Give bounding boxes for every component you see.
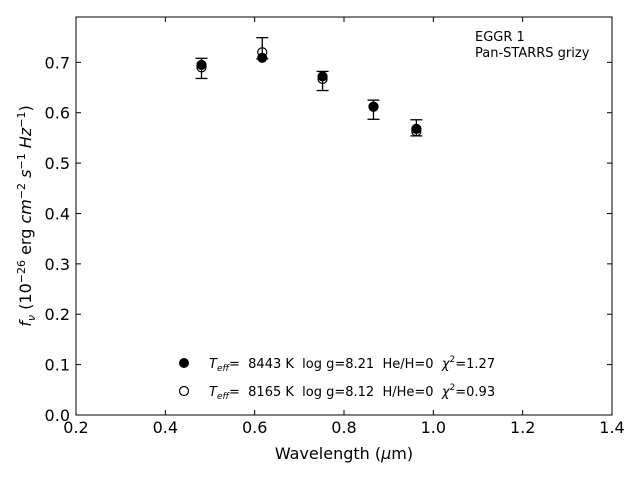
x-tick-label: 1.0 — [421, 418, 446, 437]
axis-ticks: 0.2 0.4 0.6 0.8 1.0 1.2 1.4 0.0 0.1 0.2 0.3 0.4 0.5 0… — [45, 17, 625, 437]
x-tick-label: 0.2 — [63, 418, 88, 437]
data-markers — [196, 47, 422, 137]
y-tick-label: 0.1 — [45, 356, 70, 375]
y-tick-label: 0.4 — [45, 204, 70, 223]
legend-entry-2: Teff= 8165 K log g=8.12 H/He=0 χ2=0.93 — [209, 383, 495, 402]
x-tick-label: 0.8 — [331, 418, 356, 437]
data-point-open — [317, 73, 328, 85]
x-tick-label: 0.4 — [153, 418, 178, 437]
data-point-filled — [317, 71, 328, 82]
data-point-filled — [196, 59, 207, 70]
y-tick-label: 0.7 — [45, 53, 70, 72]
data-point-open — [368, 101, 379, 112]
data-point-open — [196, 62, 207, 73]
legend-entry-1: Teff= 8443 K log g=8.21 He/H=0 χ2=1.27 — [209, 355, 495, 374]
data-point-open — [257, 47, 268, 58]
legend-marker-open — [178, 385, 190, 397]
y-tick-label: 0.3 — [45, 255, 70, 274]
annotation-line-1: EGGR 1 — [475, 30, 525, 45]
plot-frame — [75, 16, 613, 416]
data-point-filled — [257, 52, 268, 63]
y-tick-label: 0.6 — [45, 104, 70, 123]
y-tick-label: 0.0 — [45, 406, 70, 425]
legend: Teff= 8443 K log g=8.21 He/H=0 χ2=1.27 T… — [178, 355, 495, 402]
x-axis-label: Wavelength (μm) — [275, 444, 413, 463]
svg-text:fν (10−26 erg cm−2 s−1 Hz−1): fν (10−26 erg cm−2 s−1 Hz−1) — [15, 105, 38, 326]
x-tick-label: 1.4 — [599, 418, 624, 437]
x-tick-label: 1.2 — [510, 418, 535, 437]
annotation-line-2: Pan-STARRS grizy — [475, 46, 590, 61]
y-axis-label: fν (10−26 erg cm−2 s−1 Hz−1) — [15, 105, 38, 326]
data-point-open — [411, 126, 422, 137]
x-tick-label: 0.6 — [242, 418, 267, 437]
legend-marker-filled — [179, 358, 189, 368]
y-tick-label: 0.2 — [45, 305, 70, 324]
error-bars — [195, 37, 423, 137]
data-point-filled — [411, 123, 422, 134]
y-tick-label: 0.5 — [45, 154, 70, 173]
